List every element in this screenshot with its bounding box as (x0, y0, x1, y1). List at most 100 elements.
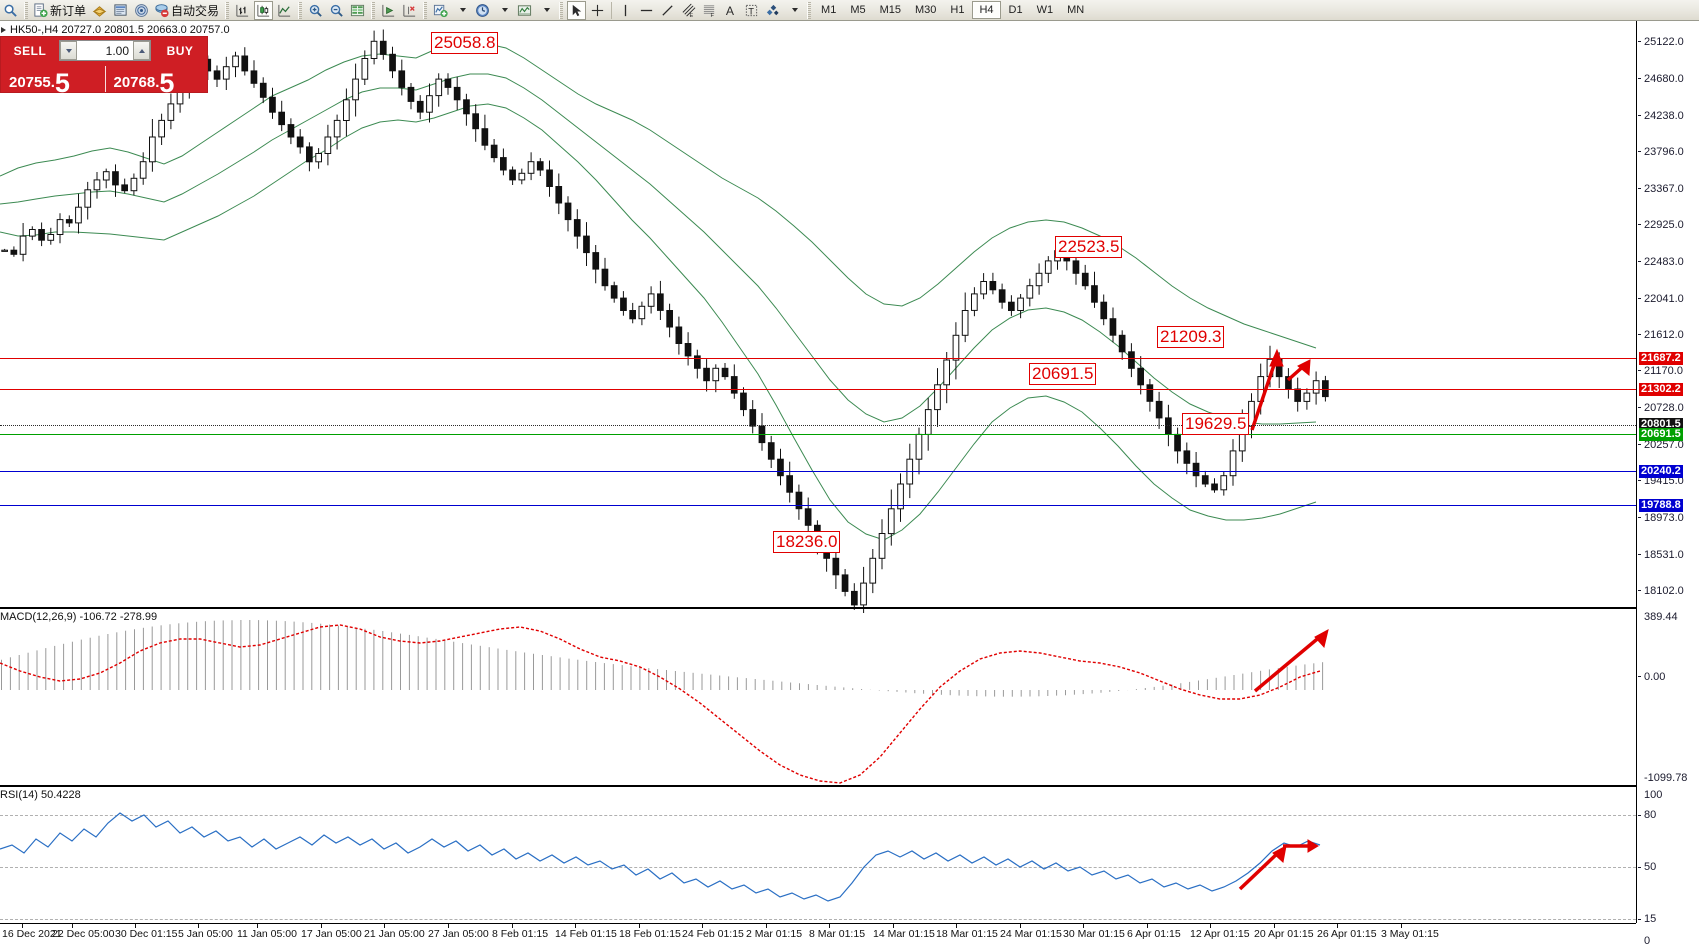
horizontal-line-icon[interactable] (637, 1, 656, 20)
text-label-icon[interactable]: T (742, 1, 761, 20)
time-axis-label: 24 Feb 01:15 (682, 928, 744, 940)
price-axis[interactable]: 25122.0 24680.0 24238.0 23796.0 23367.0 … (1638, 21, 1699, 601)
axis-tick: 24680.0 (1644, 73, 1684, 85)
time-axis-label: 17 Jan 05:00 (301, 928, 362, 940)
axis-tick: 23367.0 (1644, 183, 1684, 195)
bar-chart-icon[interactable] (233, 1, 252, 20)
toolbar-separator (423, 1, 428, 19)
sell-price[interactable]: 20755 . 5 (1, 64, 105, 95)
add-indicator-icon[interactable] (431, 1, 450, 20)
fibonacci-f-icon[interactable]: F (700, 1, 719, 20)
chevron-down-icon[interactable] (452, 1, 471, 20)
zoom-in-icon[interactable] (306, 1, 325, 20)
one-click-trading-panel[interactable]: SELL 1.00 BUY 20755 . 5 20768 . 5 (0, 36, 210, 95)
chevron-down-icon[interactable] (784, 1, 803, 20)
tab-timeframe-m1[interactable]: M1 (821, 4, 837, 16)
tab-timeframe-d1[interactable]: D1 (1008, 4, 1023, 16)
time-axis-label: 14 Feb 01:15 (555, 928, 617, 940)
auto-scroll-icon[interactable] (400, 1, 419, 20)
panel-divider (104, 66, 106, 92)
main-toolbar: 新订单 自动交易 (0, 0, 1699, 21)
macd-pane-divider (0, 607, 1636, 609)
axis-tick: 0 (1644, 935, 1651, 947)
axis-tick: 22041.0 (1644, 293, 1684, 305)
time-axis-label: 22 Dec 05:00 (52, 928, 115, 940)
rsi-pane-graphics (0, 812, 1321, 902)
symbol-search-icon[interactable] (1, 1, 20, 20)
tab-timeframe-m5[interactable]: M5 (850, 4, 866, 16)
sell-price-minor: 5 (54, 68, 70, 95)
buy-price-minor: 5 (159, 68, 175, 95)
toolbar-separator (611, 1, 613, 19)
chart-collapse-arrow-icon[interactable] (1, 27, 6, 33)
candlestick-icon[interactable] (254, 0, 274, 20)
autotrading-button[interactable]: 自动交易 (153, 1, 221, 20)
volume-decrement-button[interactable] (60, 41, 77, 60)
time-axis-label: 8 Mar 01:15 (809, 928, 866, 940)
template-chart-icon[interactable] (515, 1, 534, 20)
line-chart-icon[interactable] (275, 1, 294, 20)
macd-axis[interactable]: 389.44 0.00 -1099.78 (1638, 607, 1699, 787)
axis-tick: 20728.0 (1644, 402, 1684, 414)
tab-timeframe-mn[interactable]: MN (1067, 4, 1085, 16)
time-axis-label: 18 Feb 01:15 (619, 928, 681, 940)
buy-button[interactable]: BUY (154, 40, 206, 61)
toolbar-separator (807, 1, 812, 19)
new-order-label: 新订单 (50, 3, 87, 18)
toolbar-separator (225, 1, 230, 19)
channel-e-icon[interactable]: E (679, 1, 698, 20)
period-separator-icon[interactable] (473, 1, 492, 20)
axis-tick: 0.00 (1644, 671, 1666, 683)
price-pane-graphics (0, 29, 1329, 613)
macd-histogram (1, 620, 1324, 697)
price-pill-21302: 21302.2 (1639, 383, 1683, 396)
macd-pane-graphics (0, 620, 1329, 784)
time-axis[interactable]: 16 Dec 2021 22 Dec 05:00 30 Dec 01:15 5 Jan… (0, 923, 1636, 944)
rsi-axis[interactable]: 100 80 50 15 0 (1638, 785, 1699, 947)
chart-canvas[interactable]: HK50-,H4 20727.0 20801.5 20663.0 20757.0… (0, 21, 1699, 947)
buy-price[interactable]: 20768 . 5 (106, 64, 210, 95)
chevron-down-icon[interactable] (494, 1, 513, 20)
crosshair-icon[interactable] (588, 1, 607, 20)
rsi-label: RSI(14) 50.4228 (0, 789, 81, 801)
zoom-out-icon[interactable] (327, 1, 346, 20)
axis-tick: 23796.0 (1644, 146, 1684, 158)
tab-timeframe-w1[interactable]: W1 (1036, 4, 1054, 16)
tab-timeframe-m15[interactable]: M15 (879, 4, 901, 16)
new-order-button[interactable]: 新订单 (32, 1, 88, 20)
rsi-level-80 (0, 815, 1636, 816)
annotation-22523: 22523.5 (1055, 236, 1123, 258)
support-line-20240 (0, 471, 1636, 472)
tab-timeframe-m30[interactable]: M30 (915, 4, 937, 16)
axis-tick: 25122.0 (1644, 36, 1684, 48)
arrow-cursor-icon[interactable] (567, 0, 587, 20)
text-a-icon[interactable]: A (721, 1, 740, 20)
trendline-icon[interactable] (658, 1, 677, 20)
volume-value[interactable]: 1.00 (105, 43, 129, 58)
annotation-21209: 21209.3 (1157, 326, 1225, 348)
autotrading-label: 自动交易 (171, 3, 220, 18)
sell-button[interactable]: SELL (4, 40, 56, 61)
terminal-button[interactable] (111, 1, 130, 20)
tab-timeframe-h1[interactable]: H1 (950, 4, 965, 16)
objects-diamond-icon[interactable] (763, 1, 782, 20)
volume-stepper[interactable]: 1.00 (59, 40, 151, 61)
axis-tick: 21170.0 (1644, 365, 1683, 377)
time-axis-label: 20 Apr 01:15 (1254, 928, 1314, 940)
vertical-line-icon[interactable] (616, 1, 635, 20)
support-line-20691 (0, 434, 1636, 435)
bollinger-middle (0, 73, 1317, 425)
rsi-arrow-annotation (1238, 839, 1319, 891)
axis-tick: 389.44 (1644, 611, 1678, 623)
chart-shift-icon[interactable] (379, 1, 398, 20)
tab-timeframe-h4[interactable]: H4 (972, 1, 1001, 19)
rsi-line (0, 812, 1321, 902)
axis-tick: 22925.0 (1644, 219, 1684, 231)
volume-increment-button[interactable] (133, 41, 150, 60)
expert-advisors-button[interactable] (90, 1, 109, 20)
market-watch-button[interactable] (132, 1, 151, 20)
chevron-down-icon[interactable] (536, 1, 555, 20)
data-window-icon[interactable] (348, 1, 367, 20)
svg-text:T: T (748, 6, 754, 16)
time-axis-label: 11 Jan 05:00 (237, 928, 297, 940)
